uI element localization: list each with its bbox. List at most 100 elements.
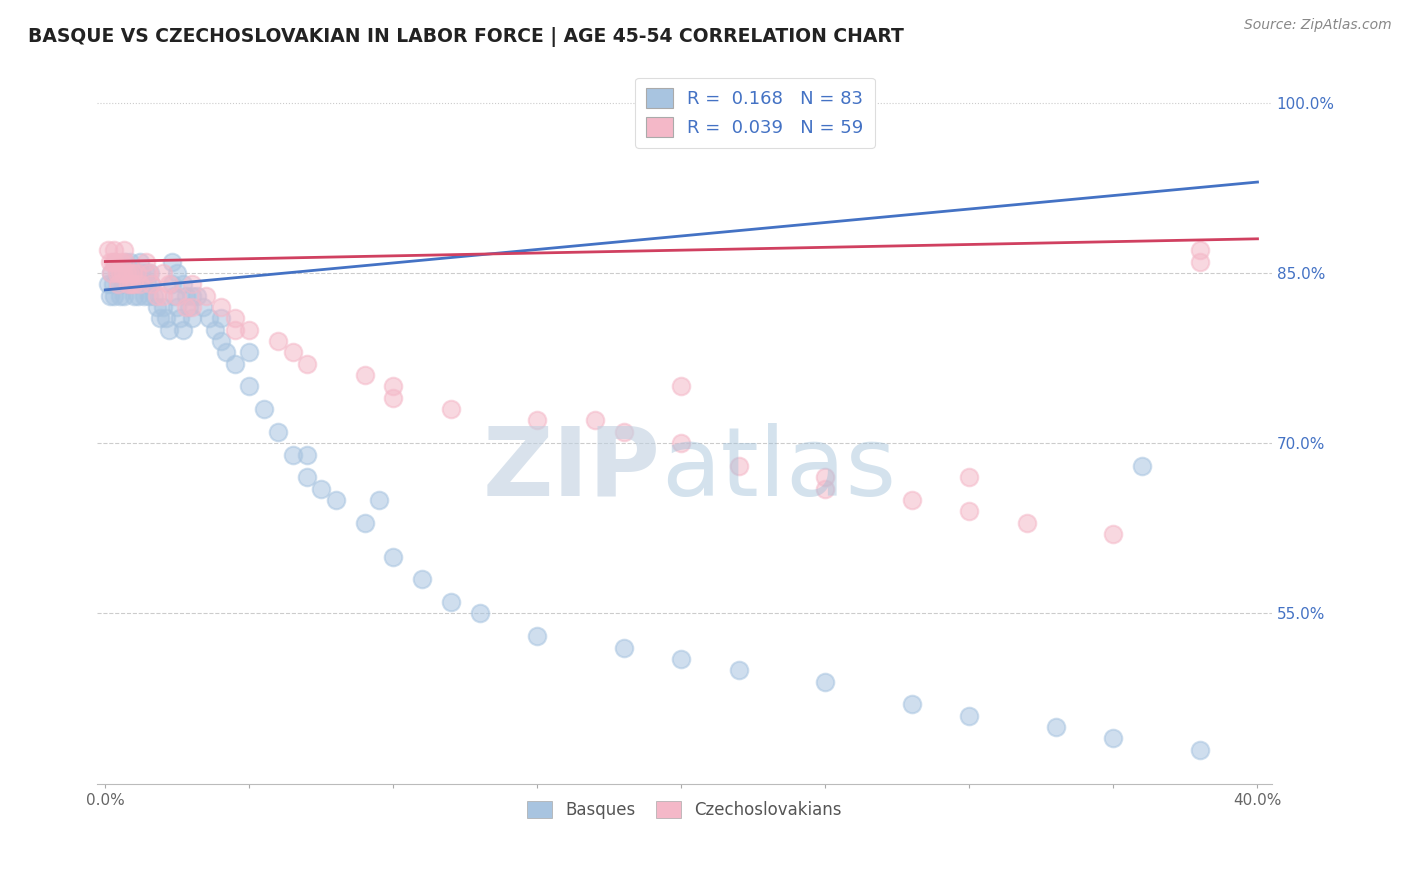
Point: [100, 266, 122, 280]
Point: [117, 277, 139, 292]
Point: [114, 254, 136, 268]
Point: [814, 470, 837, 484]
Point: [141, 277, 163, 292]
Point: [311, 482, 333, 496]
Point: [121, 277, 143, 292]
Text: ZIP: ZIP: [482, 423, 661, 516]
Point: [101, 254, 124, 268]
Point: [1015, 516, 1038, 530]
Point: [100, 266, 122, 280]
Point: [224, 357, 246, 371]
Point: [224, 311, 246, 326]
Point: [353, 516, 375, 530]
Point: [139, 266, 162, 280]
Point: [281, 345, 304, 359]
Point: [135, 254, 157, 268]
Point: [138, 266, 160, 280]
Point: [160, 277, 183, 292]
Point: [671, 652, 693, 666]
Point: [157, 323, 180, 337]
Point: [198, 311, 221, 326]
Point: [295, 470, 318, 484]
Point: [127, 288, 149, 302]
Text: Source: ZipAtlas.com: Source: ZipAtlas.com: [1244, 18, 1392, 32]
Point: [177, 300, 200, 314]
Point: [209, 311, 232, 326]
Point: [1102, 527, 1125, 541]
Point: [382, 379, 405, 393]
Legend: Basques, Czechoslovakians: Basques, Czechoslovakians: [520, 794, 848, 825]
Point: [209, 300, 232, 314]
Point: [146, 288, 169, 302]
Point: [180, 288, 202, 302]
Point: [128, 254, 150, 268]
Point: [166, 266, 188, 280]
Point: [131, 266, 153, 280]
Point: [368, 492, 391, 507]
Point: [166, 288, 188, 302]
Point: [901, 492, 924, 507]
Point: [117, 277, 139, 292]
Point: [104, 254, 127, 268]
Point: [1188, 254, 1211, 268]
Point: [110, 254, 132, 268]
Point: [180, 277, 202, 292]
Point: [146, 300, 169, 314]
Point: [411, 573, 433, 587]
Point: [105, 266, 128, 280]
Point: [114, 254, 136, 268]
Point: [152, 288, 174, 302]
Point: [111, 277, 134, 292]
Point: [152, 300, 174, 314]
Point: [209, 334, 232, 348]
Point: [115, 266, 138, 280]
Point: [118, 266, 141, 280]
Point: [155, 311, 177, 326]
Point: [1188, 243, 1211, 257]
Point: [901, 698, 924, 712]
Point: [110, 266, 132, 280]
Point: [115, 266, 138, 280]
Point: [613, 425, 636, 439]
Point: [526, 413, 548, 427]
Point: [112, 288, 135, 302]
Point: [97, 277, 120, 292]
Point: [149, 311, 172, 326]
Point: [134, 288, 156, 302]
Point: [728, 663, 751, 677]
Point: [193, 300, 215, 314]
Point: [180, 300, 202, 314]
Point: [125, 266, 148, 280]
Point: [1130, 458, 1153, 473]
Point: [160, 254, 183, 268]
Point: [440, 595, 463, 609]
Point: [143, 288, 166, 302]
Point: [382, 391, 405, 405]
Point: [111, 266, 134, 280]
Point: [132, 277, 155, 292]
Point: [138, 288, 160, 302]
Point: [583, 413, 606, 427]
Point: [121, 266, 143, 280]
Point: [135, 266, 157, 280]
Point: [157, 277, 180, 292]
Point: [122, 277, 145, 292]
Point: [267, 334, 290, 348]
Point: [195, 288, 218, 302]
Point: [103, 288, 125, 302]
Point: [152, 266, 174, 280]
Point: [204, 323, 226, 337]
Point: [814, 482, 837, 496]
Point: [107, 277, 129, 292]
Point: [440, 402, 463, 417]
Text: atlas: atlas: [661, 423, 896, 516]
Point: [1045, 720, 1067, 734]
Point: [136, 277, 159, 292]
Point: [382, 549, 405, 564]
Point: [526, 629, 548, 643]
Point: [104, 254, 127, 268]
Point: [353, 368, 375, 382]
Point: [1188, 742, 1211, 756]
Point: [613, 640, 636, 655]
Point: [238, 323, 260, 337]
